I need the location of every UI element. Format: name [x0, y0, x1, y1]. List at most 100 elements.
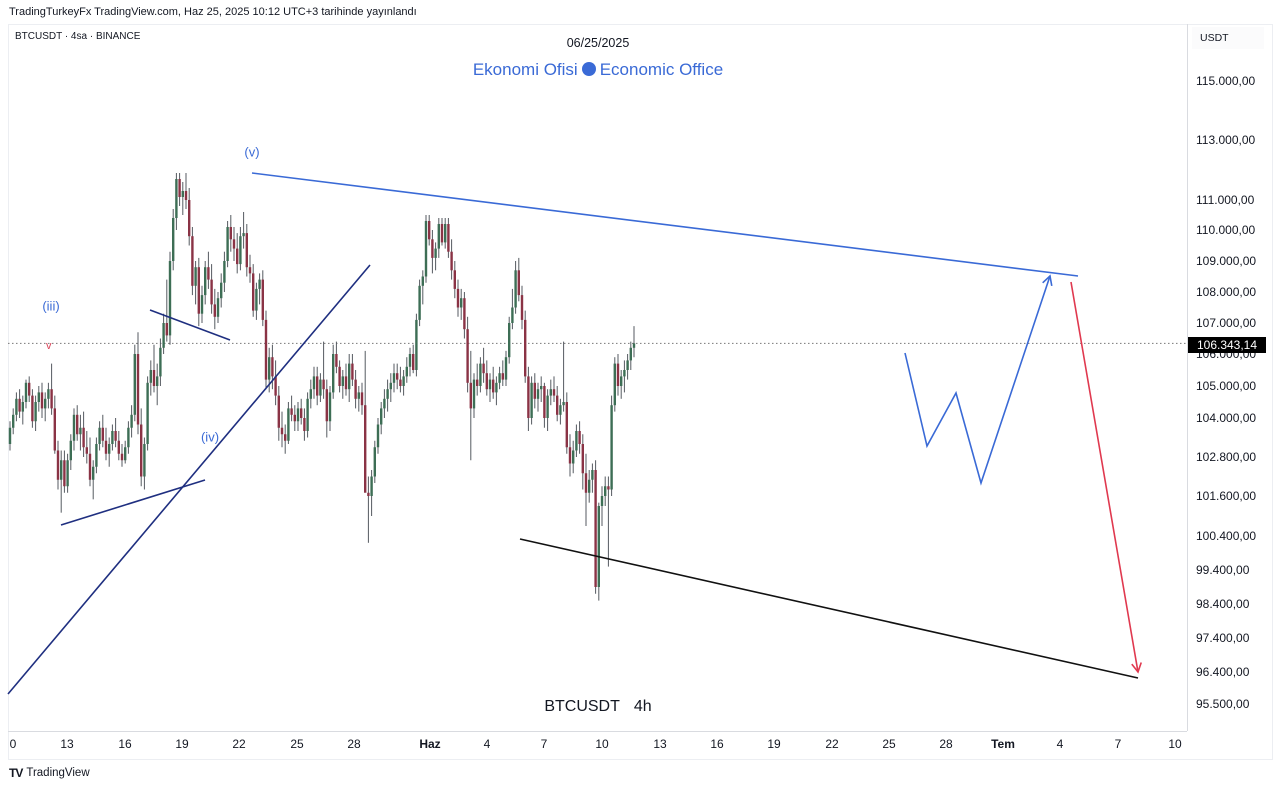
candle-down: [56, 450, 60, 480]
candle-down: [517, 270, 520, 296]
candle-down: [367, 492, 370, 496]
time-tick: 13: [60, 737, 74, 751]
wave-label[interactable]: (iii): [42, 298, 60, 314]
candle-down: [232, 239, 236, 249]
candle-up: [312, 376, 316, 390]
candle-down: [354, 379, 357, 399]
candle-up: [111, 431, 114, 444]
projection-zigzag[interactable]: [904, 275, 1051, 486]
wave-iv-upper[interactable]: [149, 309, 231, 341]
price-tick: 100.400,00: [1196, 529, 1257, 543]
candle-up: [296, 408, 300, 422]
candle-down: [463, 298, 466, 330]
candle-down: [120, 453, 124, 461]
candle-up: [328, 392, 332, 422]
candle-down: [152, 370, 156, 386]
candle-up: [175, 179, 178, 218]
candle-up: [181, 191, 184, 197]
alert-marker-icon[interactable]: v: [46, 340, 52, 352]
candle-down: [63, 460, 66, 487]
candle-up: [92, 466, 95, 480]
candle-down: [568, 447, 572, 464]
candle-down: [520, 295, 524, 320]
wave-iv-lower[interactable]: [60, 479, 206, 526]
candle-up: [69, 440, 72, 461]
candle-up: [600, 496, 604, 506]
currency-button[interactable]: USDT: [1192, 27, 1264, 49]
price-tick: 101.600,00: [1196, 489, 1257, 503]
candle-up: [149, 370, 152, 383]
candle-down: [293, 414, 296, 422]
candle-down: [136, 354, 140, 425]
candle-up: [402, 376, 405, 386]
candle-up: [98, 427, 101, 444]
candle-down: [140, 424, 143, 477]
arrow-down-icon: [1131, 662, 1142, 674]
candle-up: [319, 379, 322, 396]
candle-down: [533, 382, 536, 399]
projection-drop[interactable]: [1070, 281, 1139, 673]
candle-up: [143, 444, 146, 477]
symbol-legend[interactable]: BTCUSDT · 4sa · BINANCE: [15, 31, 141, 42]
candle-down: [466, 329, 469, 383]
candle-up: [220, 282, 223, 299]
time-tick: 22: [825, 737, 839, 751]
candle-up: [47, 389, 50, 399]
candle-up: [460, 298, 463, 308]
price-tick: 98.400,00: [1196, 597, 1250, 611]
candle-up: [258, 279, 261, 289]
upper-resistance-line[interactable]: [251, 172, 1079, 277]
candle-up: [34, 402, 37, 422]
time-axis[interactable]: [8, 731, 1187, 758]
candle-down: [344, 376, 348, 390]
candle-down: [261, 279, 264, 320]
candle-up: [597, 506, 600, 587]
rising-trendline[interactable]: [7, 264, 371, 695]
candle-down: [584, 473, 588, 493]
candle-up: [504, 357, 508, 380]
time-tick: 0: [9, 737, 17, 751]
candle-down: [101, 427, 104, 441]
candle-up: [133, 354, 136, 415]
candle-up: [392, 373, 396, 383]
candle-down: [31, 395, 34, 422]
tradingview-logo[interactable]: TV TradingView: [9, 766, 90, 780]
price-tick: 105.000,00: [1196, 379, 1257, 393]
candle-up: [223, 261, 226, 283]
time-tick: 7: [540, 737, 548, 751]
price-tick: 110.000,00: [1196, 223, 1256, 237]
candle-down: [552, 389, 556, 396]
lower-support-line[interactable]: [519, 538, 1139, 679]
candle-up: [156, 376, 159, 386]
wave-label[interactable]: (v): [244, 144, 260, 160]
candle-down: [453, 270, 456, 289]
candle-up: [421, 276, 424, 286]
price-tick: 108.000,00: [1196, 285, 1257, 299]
brand-caption: Ekonomi Ofisi Economic Office: [0, 60, 1196, 80]
symbol-watermark: BTCUSDT 4h: [0, 698, 1196, 716]
candle-up: [21, 402, 24, 412]
candle-down: [456, 288, 460, 308]
candle-down: [543, 386, 546, 418]
time-tick: 28: [347, 737, 361, 751]
candle-up: [536, 389, 540, 399]
candle-up: [511, 307, 514, 323]
candle-up: [437, 224, 440, 249]
time-tick: 28: [939, 737, 953, 751]
candle-up: [242, 233, 245, 237]
candle-down: [76, 414, 79, 435]
candle-up: [204, 267, 207, 296]
wave-label[interactable]: (iv): [200, 429, 220, 445]
candle-down: [396, 373, 399, 380]
candle-up: [591, 470, 594, 480]
price-axis[interactable]: [1187, 24, 1273, 731]
candle-down: [469, 382, 472, 409]
chart-plot-area[interactable]: [0, 0, 1187, 731]
candle-up: [124, 447, 127, 461]
candle-up: [514, 270, 517, 308]
candle-up: [60, 460, 63, 480]
candle-down: [229, 227, 232, 240]
candle-up: [66, 460, 69, 487]
candle-down: [303, 418, 306, 431]
candle-up: [341, 376, 344, 386]
